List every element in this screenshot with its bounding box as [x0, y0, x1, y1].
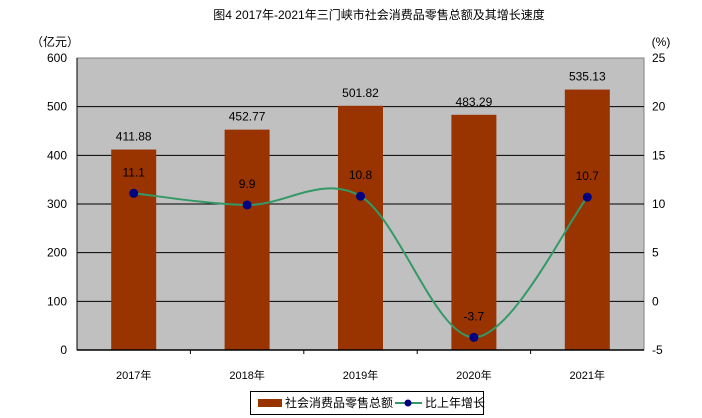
x-tick-label: 2018年 [229, 368, 264, 382]
bar [451, 114, 497, 351]
right-axis-unit: (%) [652, 35, 671, 49]
left-tick-label: 400 [47, 148, 67, 162]
right-tick-label: -5 [652, 343, 663, 357]
left-axis: 0 100 200 300 400 500 600 [47, 51, 67, 357]
right-tick-label: 15 [652, 148, 666, 162]
right-tick-label: 5 [652, 246, 659, 260]
line-value-label: 10.8 [349, 168, 373, 182]
legend-bar-label: 社会消费品零售总额 [285, 395, 393, 410]
right-tick-label: 25 [652, 51, 666, 65]
bar-value-label: 535.13 [569, 70, 606, 84]
line-value-label: 9.9 [239, 177, 256, 191]
line-marker [356, 191, 365, 201]
left-tick-label: 0 [60, 343, 67, 357]
line-value-label: 10.7 [576, 169, 600, 183]
bar-value-label: 452.77 [229, 110, 266, 124]
legend-bar-swatch [258, 399, 282, 407]
bar [111, 149, 157, 350]
right-axis: -5 0 5 10 15 20 25 [652, 51, 666, 357]
line-value-label: 11.1 [122, 165, 145, 179]
left-tick-label: 600 [47, 51, 67, 65]
left-tick-label: 100 [47, 294, 67, 308]
right-tick-label: 10 [652, 197, 666, 211]
legend-line-marker [404, 399, 412, 407]
line-marker [469, 332, 479, 342]
x-tick-label: 2021年 [570, 368, 605, 382]
x-tick-label: 2019年 [343, 368, 378, 382]
bar-value-label: 483.29 [456, 95, 493, 109]
line-marker [582, 192, 592, 202]
x-tick-label: 2020年 [456, 368, 491, 382]
bar-value-label: 501.82 [342, 86, 379, 100]
line-value-label: -3.7 [464, 309, 485, 323]
bar-labels: 411.88 452.77 501.82 483.29 535.13 [116, 70, 606, 144]
left-tick-label: 500 [47, 100, 67, 114]
legend: 社会消费品零售总额 比上年增长 [250, 391, 485, 415]
bar [224, 129, 270, 350]
line-series: 11.1 9.9 10.8 -3.7 10.7 [122, 165, 599, 342]
right-tick-label: 20 [652, 100, 666, 114]
legend-box [250, 391, 484, 415]
line-marker [129, 188, 139, 198]
bar [338, 105, 383, 350]
growth-line [133, 187, 589, 339]
left-tick-label: 200 [47, 246, 67, 260]
left-axis-unit: （亿元） [31, 34, 79, 49]
legend-line-label: 比上年增长 [425, 396, 485, 410]
bar-value-label: 411.88 [116, 130, 152, 144]
x-axis: 2017年 2018年 2019年 2020年 2021年 [76, 58, 644, 382]
x-tick-label: 2017年 [116, 368, 151, 382]
line-marker [242, 200, 252, 210]
left-tick-label: 300 [47, 197, 67, 211]
right-tick-label: 0 [652, 294, 659, 308]
chart-title: 图4 2017年-2021年三门峡市社会消费品零售总额及其增长速度 [213, 7, 544, 22]
